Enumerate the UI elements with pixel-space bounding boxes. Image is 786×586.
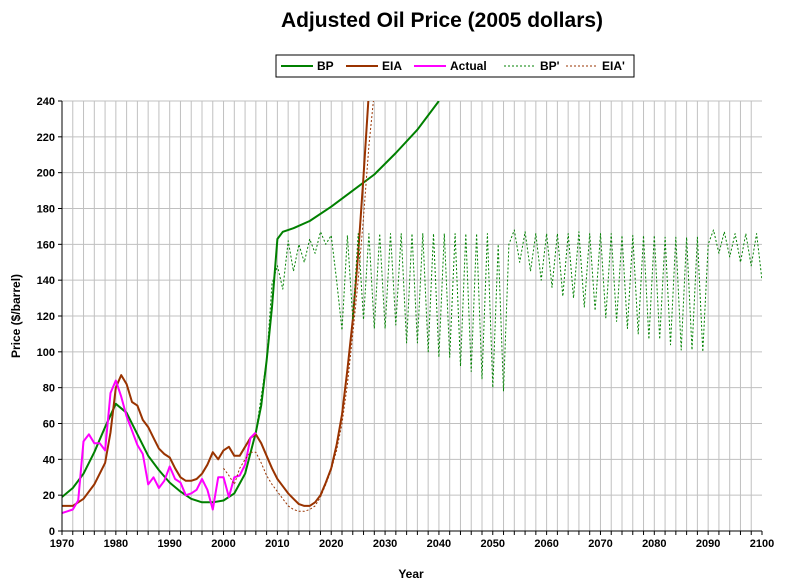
y-tick-label: 140 (37, 275, 55, 287)
y-tick-label: 80 (43, 383, 55, 395)
series-group (62, 101, 762, 515)
series-line-actual (62, 379, 257, 515)
x-tick-label: 1990 (157, 538, 181, 550)
series-line-eia (62, 101, 370, 507)
x-axis-title: Year (398, 567, 424, 581)
x-tick-label: 2020 (319, 538, 343, 550)
y-tick-label: 220 (37, 132, 55, 144)
x-tick-label: 2050 (481, 538, 505, 550)
y-tick-label: 100 (37, 347, 55, 359)
chart-title: Adjusted Oil Price (2005 dollars) (281, 9, 603, 32)
y-tick-label: 20 (43, 490, 55, 502)
x-tick-label: 2030 (373, 538, 397, 550)
tick-labels: 1970 1980 1990 2000 2010 2020 2030 2040 2050 2060… (37, 96, 775, 550)
y-tick-label: 120 (37, 311, 55, 323)
x-tick-label: 2070 (588, 538, 612, 550)
y-tick-label: 0 (49, 526, 55, 538)
x-tick-label: 2040 (427, 538, 451, 550)
grid (62, 100, 762, 531)
legend-label: EIA' (602, 59, 625, 73)
axes (58, 100, 763, 535)
y-tick-label: 240 (37, 96, 55, 108)
x-tick-label: 2090 (696, 538, 720, 550)
legend-label: EIA (382, 59, 402, 73)
x-tick-label: 2100 (750, 538, 774, 550)
y-tick-label: 200 (37, 168, 55, 180)
x-tick-label: 2060 (534, 538, 558, 550)
legend-label: BP' (540, 59, 560, 73)
legend-label: Actual (450, 59, 487, 73)
x-tick-label: 2010 (265, 538, 289, 550)
x-tick-label: 2080 (642, 538, 666, 550)
x-tick-label: 2000 (211, 538, 235, 550)
series-line-eiaprime (223, 101, 374, 512)
legend-box (275, 54, 635, 78)
y-axis-title: Price ($/barrel) (9, 274, 23, 358)
x-tick-label: 1980 (104, 538, 128, 550)
y-tick-label: 40 (43, 454, 55, 466)
series-line-bpprime (255, 229, 762, 433)
y-tick-label: 60 (43, 419, 55, 431)
legend-label: BP (317, 59, 334, 73)
y-tick-label: 160 (37, 239, 55, 251)
y-tick-label: 180 (37, 204, 55, 216)
x-tick-label: 1970 (50, 538, 74, 550)
legend: BP EIA Actual BP' EIA' (275, 54, 635, 78)
